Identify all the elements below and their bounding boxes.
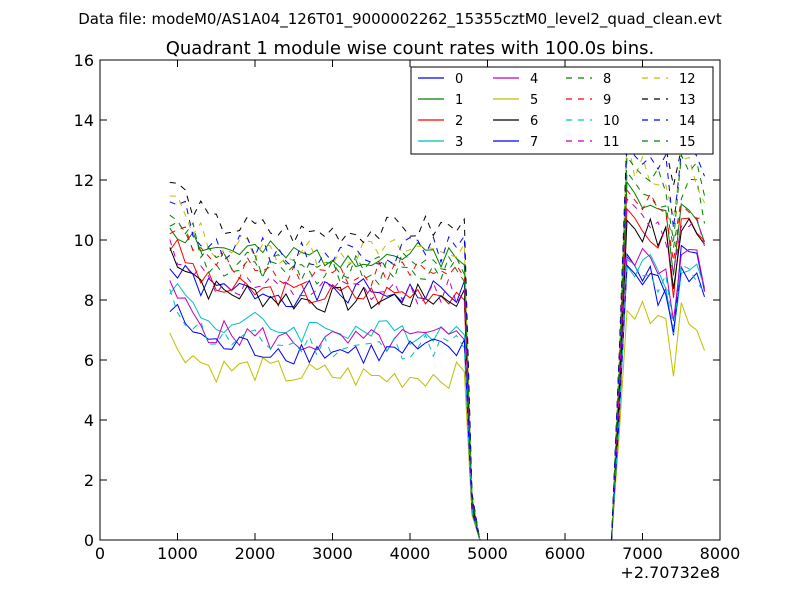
figure-suptitle: Data file: modeM0/AS1A04_126T01_90000022…: [78, 10, 722, 29]
x-tick-label: 6000: [545, 544, 586, 563]
legend-label-10: 10: [603, 114, 620, 129]
legend-label-6: 6: [530, 114, 538, 129]
x-tick-label: 1000: [157, 544, 198, 563]
x-axis: 0 1000 2000 3000 4000 5000 6000 7000 8000: [95, 60, 740, 563]
legend-label-13: 13: [679, 93, 696, 108]
legend-label-8: 8: [603, 72, 611, 87]
legend-label-3: 3: [455, 135, 463, 150]
legend-label-12: 12: [679, 72, 696, 87]
legend-box: [410, 66, 714, 155]
y-tick-label: 10: [74, 231, 94, 250]
series-line-8: [169, 170, 705, 541]
legend-label-9: 9: [603, 93, 611, 108]
legend-label-5: 5: [530, 93, 538, 108]
x-tick-label: 3000: [312, 544, 353, 563]
legend-label-15: 15: [679, 135, 696, 150]
x-tick-label: 8000: [700, 544, 741, 563]
x-tick-label: 4000: [390, 544, 431, 563]
legend-label-1: 1: [455, 93, 463, 108]
legend-label-7: 7: [530, 135, 538, 150]
x-tick-label: 2000: [235, 544, 276, 563]
plot-frame: [99, 59, 721, 541]
y-tick-label: 14: [74, 111, 94, 130]
legend-label-0: 0: [455, 72, 463, 87]
y-tick-label: 16: [74, 51, 94, 70]
x-offset-label: +2.70732e8: [620, 563, 720, 582]
y-tick-label: 12: [74, 171, 94, 190]
series-line-5: [169, 300, 705, 541]
y-tick-label: 4: [84, 411, 94, 430]
chart-title: Quadrant 1 module wise count rates with …: [166, 38, 655, 59]
series-line-11: [169, 197, 705, 541]
plot-series-group: [169, 122, 705, 541]
series-line-14: [169, 140, 705, 541]
series-line-15: [169, 153, 705, 541]
y-tick-label: 6: [84, 351, 94, 370]
y-tick-label: 0: [84, 531, 94, 550]
legend-label-11: 11: [603, 135, 620, 150]
y-tick-label: 8: [84, 291, 94, 310]
legend-label-4: 4: [530, 72, 538, 87]
x-tick-label: 5000: [467, 544, 508, 563]
legend-label-2: 2: [455, 114, 463, 129]
series-line-7: [169, 264, 705, 541]
x-tick-label: 0: [95, 544, 105, 563]
legend-label-14: 14: [679, 114, 696, 129]
y-tick-label: 2: [84, 471, 94, 490]
x-tick-label: 7000: [622, 544, 663, 563]
